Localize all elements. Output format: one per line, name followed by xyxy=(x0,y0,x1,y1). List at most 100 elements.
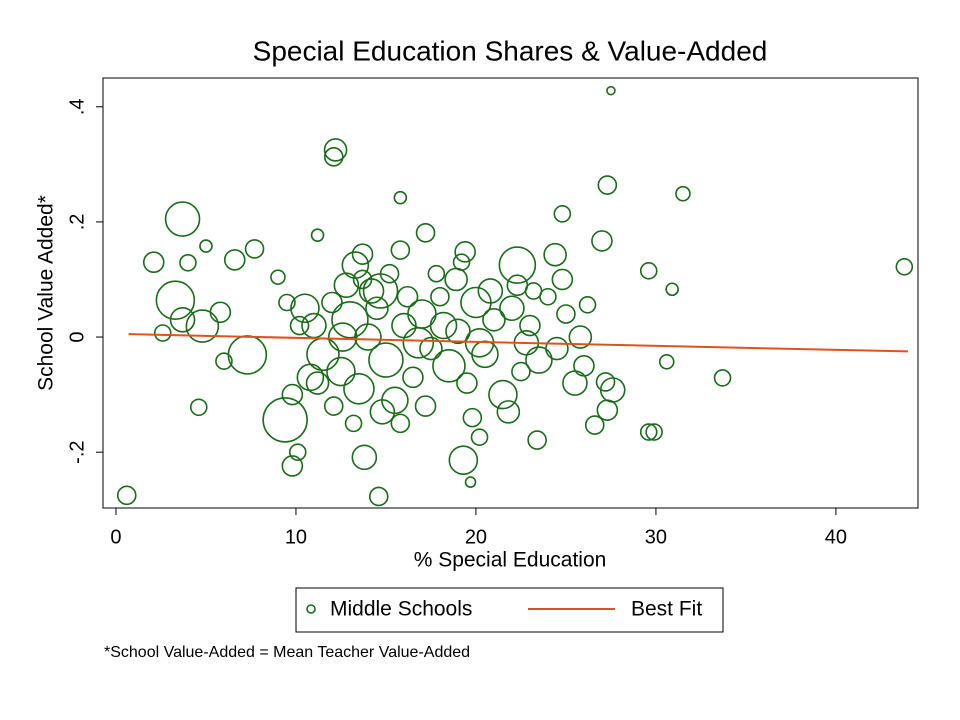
bubble xyxy=(543,242,567,267)
legend-marker xyxy=(306,604,316,614)
bubble xyxy=(281,455,304,477)
bubble xyxy=(578,296,597,314)
bubble xyxy=(658,353,675,370)
bubble xyxy=(498,246,537,284)
bubble xyxy=(327,322,358,352)
bubble xyxy=(524,282,543,300)
bubble xyxy=(358,278,385,304)
bubble xyxy=(344,414,363,433)
bubble xyxy=(393,190,408,205)
bubble xyxy=(281,383,304,406)
bubble xyxy=(326,356,356,387)
bubble xyxy=(343,373,375,405)
legend xyxy=(295,587,724,633)
bubble xyxy=(525,346,553,374)
x-tick-label: 0 xyxy=(110,526,121,548)
bubble xyxy=(290,293,320,324)
bubble xyxy=(464,476,477,488)
bubble xyxy=(606,85,616,96)
bubble xyxy=(454,241,476,263)
x-tick-label: 10 xyxy=(285,526,307,548)
bubble xyxy=(645,423,663,441)
bubble xyxy=(209,301,232,324)
bubble xyxy=(595,372,616,392)
bubble xyxy=(895,258,914,276)
bubble xyxy=(445,318,471,345)
bubble xyxy=(452,253,471,272)
bubble xyxy=(419,336,443,361)
bubble xyxy=(573,355,595,377)
bubble xyxy=(270,269,286,285)
bubble xyxy=(568,325,593,349)
chart-title: Special Education Shares & Value-Added xyxy=(253,35,768,66)
bubble xyxy=(185,309,220,343)
bubble xyxy=(215,352,233,371)
bubble xyxy=(323,138,348,162)
bubble xyxy=(427,264,446,283)
y-tick-label: .4 xyxy=(66,98,88,115)
bubble xyxy=(323,396,344,416)
bubble xyxy=(482,307,506,332)
bubble xyxy=(553,205,572,223)
bubble xyxy=(305,371,330,395)
bubble xyxy=(288,443,307,461)
bubble xyxy=(278,293,296,312)
note: *School Value-Added = Mean Teacher Value… xyxy=(104,644,470,661)
bubble xyxy=(511,361,531,382)
bubble xyxy=(333,272,360,299)
bubble xyxy=(430,286,450,307)
y-axis-label: School Value Added* xyxy=(35,195,58,391)
bubble xyxy=(432,349,466,383)
bubble xyxy=(429,311,458,340)
bubble xyxy=(477,278,504,304)
bubble xyxy=(488,379,518,410)
bubble xyxy=(155,280,196,320)
bubble xyxy=(351,243,374,265)
bubble xyxy=(179,253,197,272)
x-tick-label: 30 xyxy=(645,526,667,548)
bubble xyxy=(379,263,400,284)
bubble xyxy=(597,175,618,195)
bubble xyxy=(414,395,437,417)
bubble xyxy=(665,282,679,297)
bubble xyxy=(402,326,435,359)
bubble xyxy=(470,428,489,446)
y-tick-label: -.2 xyxy=(66,440,88,463)
x-tick-label: 20 xyxy=(465,526,487,548)
bubble xyxy=(169,306,196,333)
bubble xyxy=(527,430,547,450)
bubble xyxy=(323,147,344,167)
fit-line xyxy=(128,333,908,353)
bubble xyxy=(296,363,325,392)
legend-label: Middle Schools xyxy=(330,598,472,621)
bubble xyxy=(142,251,165,274)
bubble xyxy=(153,324,172,342)
bubble xyxy=(365,296,389,321)
bubble xyxy=(351,444,378,471)
bubble xyxy=(331,300,369,339)
bubble xyxy=(164,201,201,237)
bubble xyxy=(639,423,658,441)
bubble xyxy=(499,295,525,322)
bubble xyxy=(116,485,137,506)
y-tick-label: .2 xyxy=(66,214,88,231)
bubble xyxy=(456,372,478,394)
bubble xyxy=(189,398,208,417)
bubble xyxy=(496,400,521,424)
bubble xyxy=(289,315,310,336)
x-tick-label: 40 xyxy=(825,526,847,548)
bubble xyxy=(639,262,658,280)
bubble xyxy=(369,399,396,425)
bubble xyxy=(462,407,483,428)
bubble xyxy=(415,223,436,243)
bubble xyxy=(448,445,479,476)
bubble xyxy=(368,486,389,507)
bubble xyxy=(396,285,419,308)
bubble xyxy=(262,397,308,443)
bubble xyxy=(310,228,325,242)
bubble xyxy=(223,249,246,271)
bubble xyxy=(713,369,732,387)
bubble xyxy=(591,230,613,252)
bubble xyxy=(584,415,605,435)
